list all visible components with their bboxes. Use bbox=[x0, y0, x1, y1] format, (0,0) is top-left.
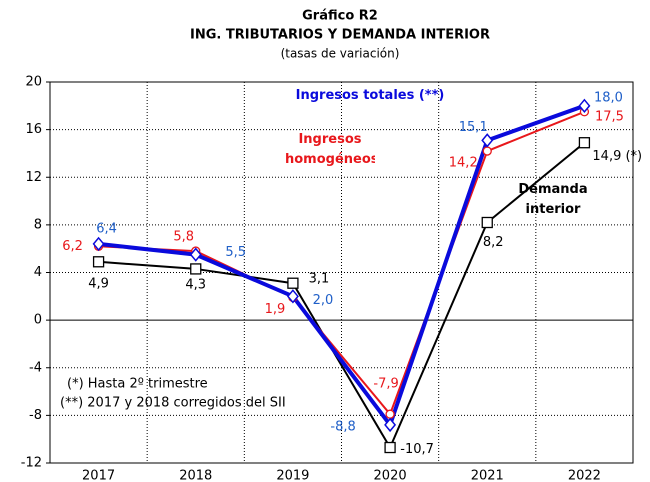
chart-subtitle: ING. TRIBUTARIOS Y DEMANDA INTERIOR bbox=[190, 28, 490, 43]
marker bbox=[482, 146, 492, 156]
legend-label: Ingresos homogéneos bbox=[285, 132, 375, 167]
y-tick-label: -8 bbox=[29, 408, 42, 423]
legend-label: Ingresos totales (**) bbox=[295, 88, 445, 103]
marker bbox=[481, 133, 494, 148]
x-tick-label: 2020 bbox=[374, 469, 407, 482]
marker bbox=[287, 277, 299, 289]
legend-entry: Ingresos homogéneos bbox=[285, 132, 375, 167]
x-tick-label: 2018 bbox=[179, 469, 212, 482]
y-tick-label: -12 bbox=[21, 456, 42, 471]
x-tick-label: 2022 bbox=[568, 469, 601, 482]
footnote: (*) Hasta 2º trimestre bbox=[67, 377, 208, 392]
y-tick-label: -4 bbox=[29, 360, 42, 375]
y-tick-label: 16 bbox=[25, 122, 42, 137]
series-line bbox=[98, 110, 585, 416]
series-line bbox=[98, 141, 586, 449]
marker bbox=[384, 417, 397, 433]
y-tick-label: 8 bbox=[34, 217, 42, 232]
y-tick-label: 0 bbox=[34, 313, 42, 328]
legend-label: Demanda interior bbox=[518, 182, 588, 217]
marker bbox=[578, 137, 591, 149]
data-label: 6,4 bbox=[96, 221, 117, 236]
y-tick-label: 20 bbox=[25, 75, 42, 90]
data-label: 17,5 bbox=[595, 109, 624, 124]
data-label: 5,8 bbox=[173, 230, 194, 245]
data-label: 4,9 bbox=[88, 276, 109, 291]
x-tick-label: 2019 bbox=[276, 469, 309, 482]
data-label: 4,3 bbox=[185, 277, 206, 292]
marker bbox=[190, 263, 202, 275]
legend-entry: Ingresos totales (**) bbox=[295, 88, 445, 103]
data-label: 2,0 bbox=[313, 293, 334, 308]
marker bbox=[189, 247, 202, 262]
data-label: -7,9 bbox=[373, 377, 398, 392]
marker bbox=[578, 98, 591, 113]
data-label: 8,2 bbox=[483, 235, 504, 250]
data-label: 14,2 bbox=[449, 156, 478, 171]
data-label: 6,2 bbox=[62, 239, 83, 254]
data-label: 1,9 bbox=[265, 302, 286, 317]
x-tick-label: 2017 bbox=[82, 469, 115, 482]
data-label: 15,1 bbox=[459, 120, 488, 135]
data-label: 14,9 (*) bbox=[592, 149, 642, 164]
marker bbox=[384, 441, 396, 454]
data-label: 3,1 bbox=[309, 272, 330, 287]
chart-note: (tasas de variación) bbox=[281, 47, 400, 61]
data-label: -8,8 bbox=[330, 419, 355, 434]
y-tick-label: 12 bbox=[25, 170, 42, 185]
marker bbox=[286, 289, 299, 304]
marker bbox=[92, 236, 105, 252]
marker bbox=[92, 256, 105, 268]
chart-title: Gráfico R2 bbox=[302, 9, 378, 24]
series-line bbox=[98, 103, 586, 427]
legend-entry: Demanda interior bbox=[518, 182, 588, 217]
marker bbox=[385, 409, 395, 419]
data-label: 18,0 bbox=[594, 90, 623, 105]
marker bbox=[481, 216, 493, 229]
x-tick-label: 2021 bbox=[471, 469, 504, 482]
data-label: 5,5 bbox=[225, 245, 246, 260]
footnote: (**) 2017 y 2018 corregidos del SII bbox=[60, 396, 286, 411]
data-label: -10,7 bbox=[400, 442, 434, 457]
y-tick-label: 4 bbox=[34, 265, 42, 280]
